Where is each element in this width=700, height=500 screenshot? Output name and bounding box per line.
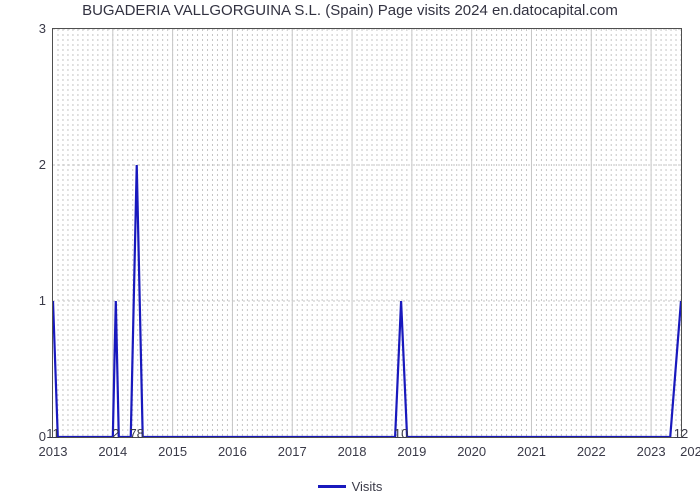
value-label: 11: [46, 426, 60, 441]
y-tick-label: 3: [6, 21, 46, 36]
plot-area: [52, 28, 682, 438]
x-tick-label: 2022: [561, 444, 621, 459]
x-tick-label: 2013: [23, 444, 83, 459]
y-tick-label: 0: [6, 429, 46, 444]
legend-item-visits: Visits: [318, 479, 383, 494]
legend-label: Visits: [352, 479, 383, 494]
y-tick-label: 1: [6, 293, 46, 308]
chart-title: BUGADERIA VALLGORGUINA S.L. (Spain) Page…: [0, 2, 700, 19]
x-tick-label: 2016: [202, 444, 262, 459]
plot-svg: [53, 29, 681, 437]
value-label: 10: [394, 426, 408, 441]
x-tick-label: 2021: [501, 444, 561, 459]
value-label: 78: [129, 426, 143, 441]
x-tick-label: 2019: [382, 444, 442, 459]
legend-swatch: [318, 485, 346, 488]
x-tick-label: 2017: [262, 444, 322, 459]
x-tick-label: 202: [661, 444, 700, 459]
x-tick-label: 2014: [83, 444, 143, 459]
x-tick-label: 2018: [322, 444, 382, 459]
legend: Visits: [0, 477, 700, 494]
value-label: 2: [112, 426, 119, 441]
x-tick-label: 2020: [442, 444, 502, 459]
y-tick-label: 2: [6, 157, 46, 172]
x-tick-label: 2015: [143, 444, 203, 459]
value-label: 12: [674, 426, 688, 441]
